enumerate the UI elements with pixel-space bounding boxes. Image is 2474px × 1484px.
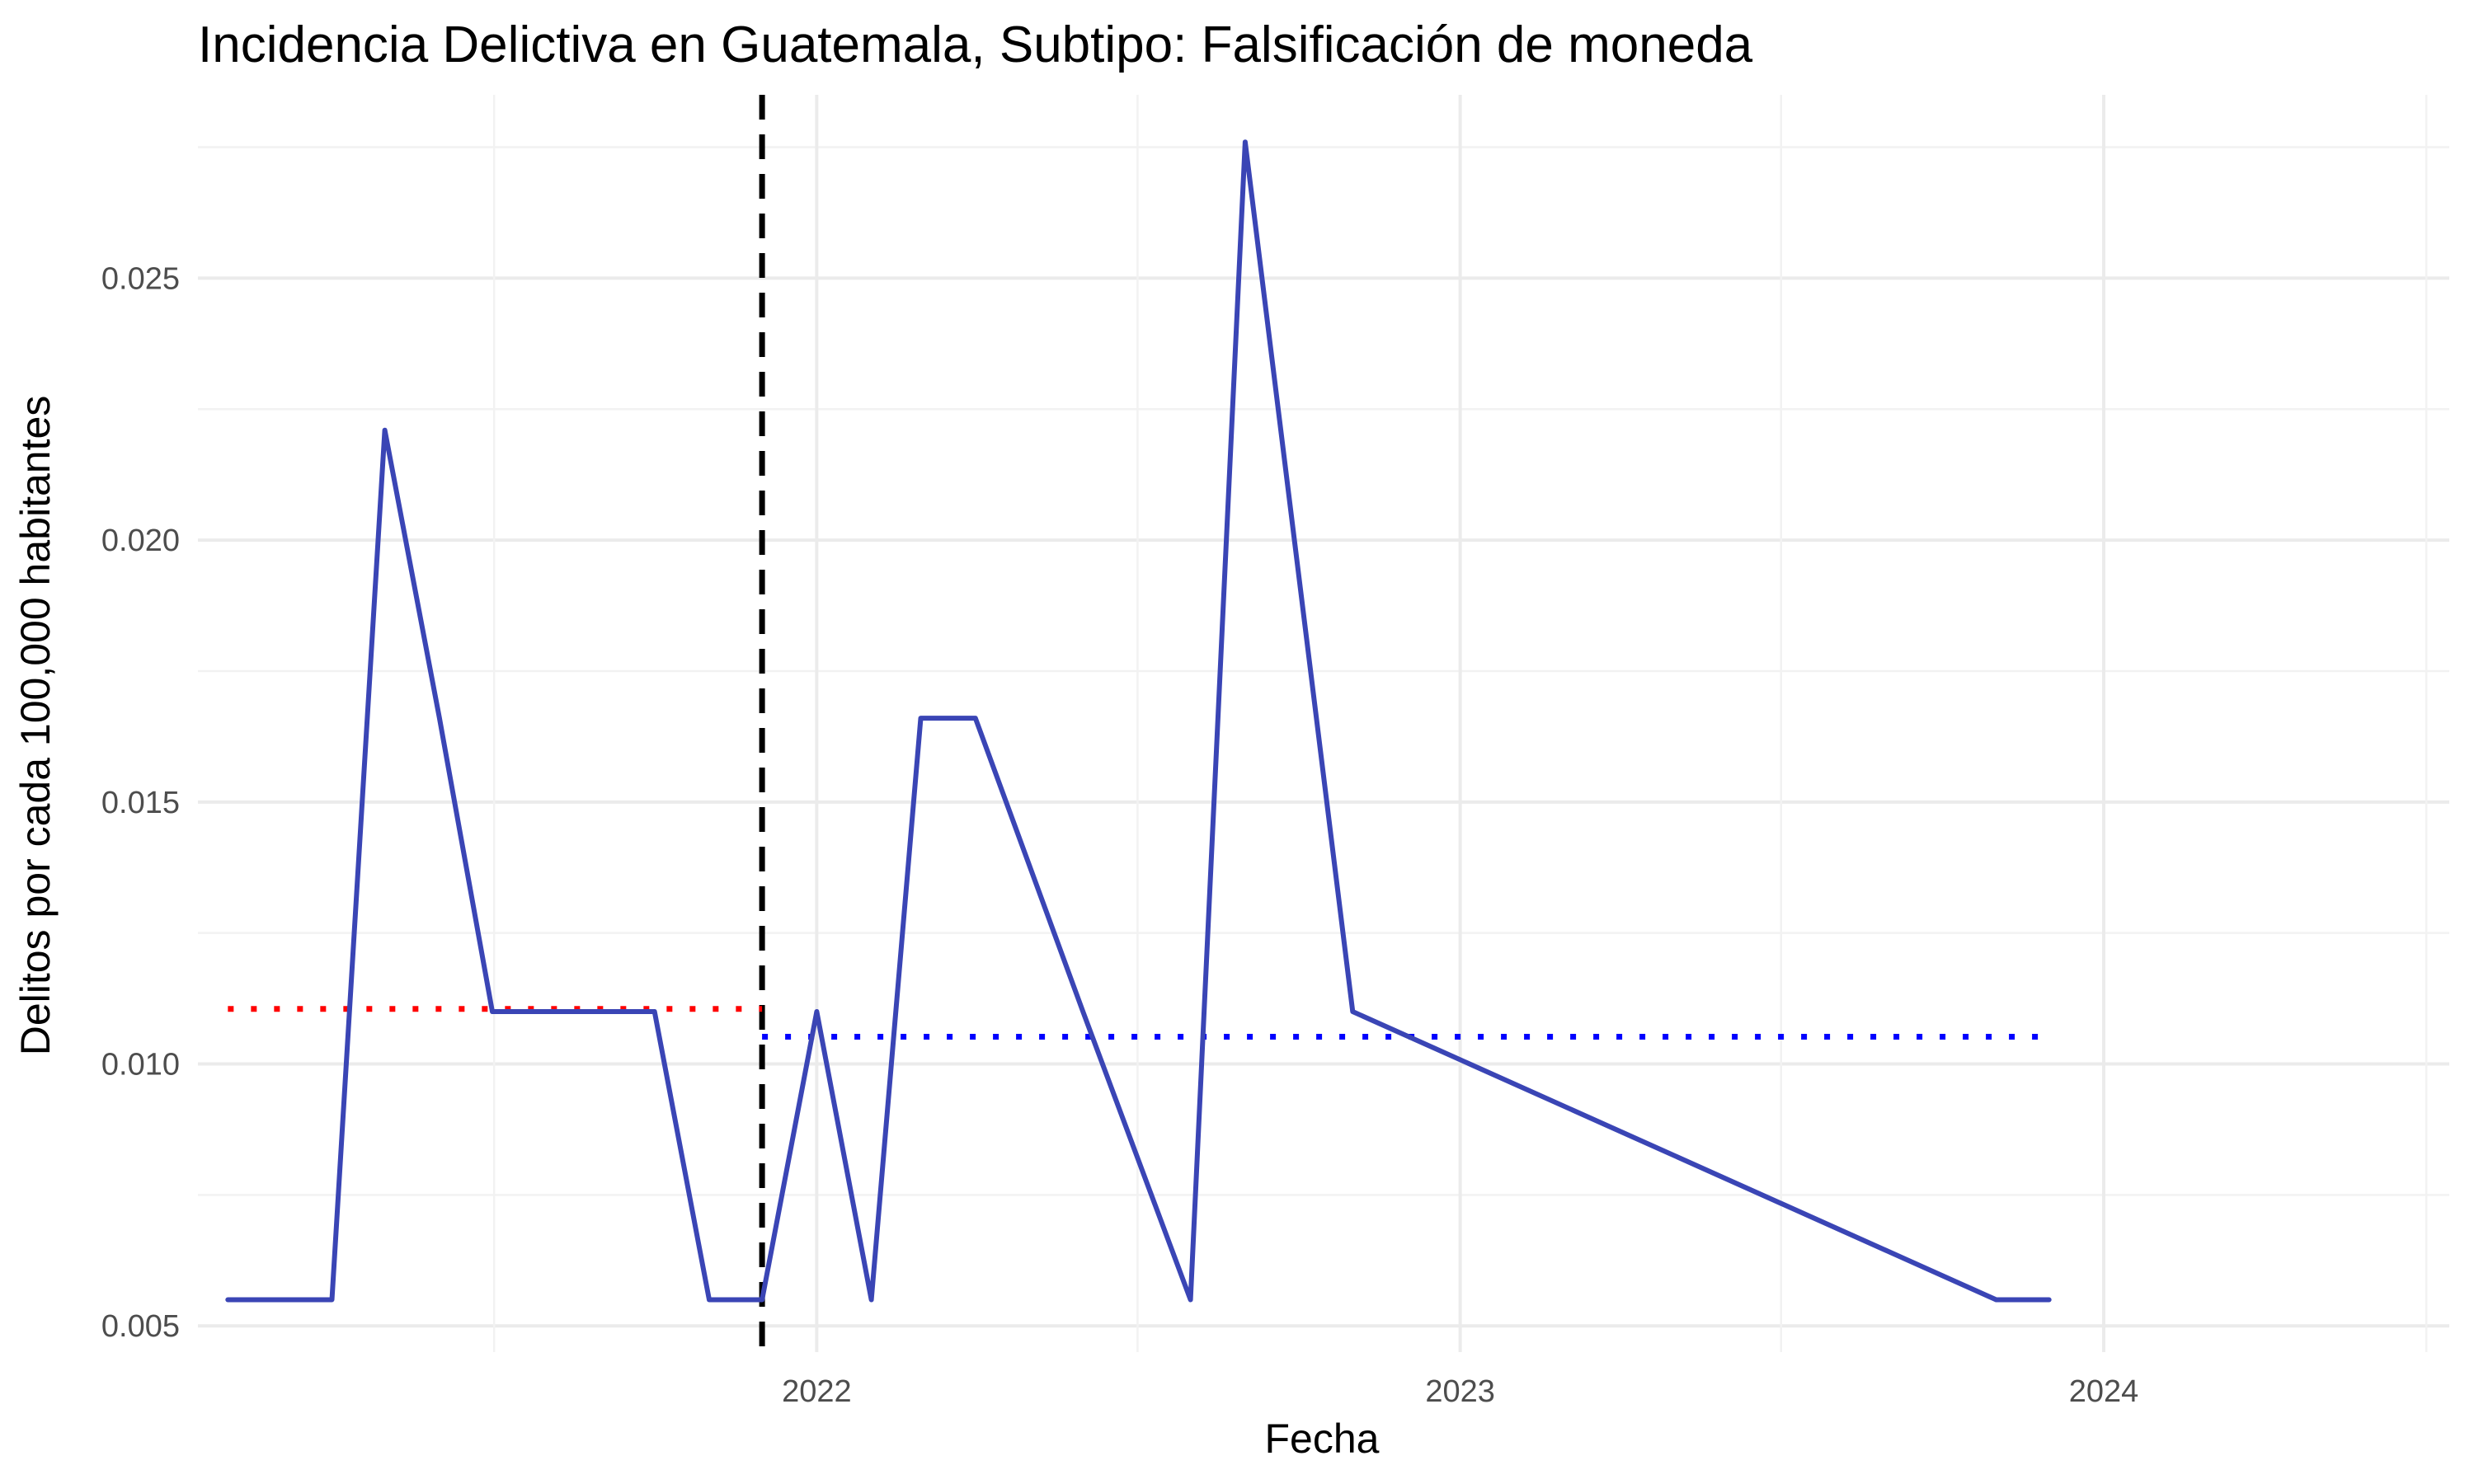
y-tick-label: 0.020 [101,524,180,558]
y-axis-title: Delitos por cada 100,000 habitantes [12,396,59,1056]
grid [198,95,2449,1352]
x-tick-labels: 2022 2023 2024 [782,1374,2138,1409]
y-tick-labels: 0.005 0.010 0.015 0.020 0.025 [101,261,180,1344]
chart-title: Incidencia Delictiva en Guatemala, Subti… [198,16,1753,73]
series-layer [225,139,2052,1303]
x-axis-title: Fecha [1265,1416,1380,1462]
y-tick-label: 0.015 [101,786,180,820]
x-tick-label: 2023 [1425,1374,1495,1409]
x-tick-label: 2022 [782,1374,852,1409]
y-tick-label: 0.005 [101,1309,180,1344]
y-tick-label: 0.010 [101,1048,180,1082]
series-line-1 [225,139,2052,1303]
y-tick-label: 0.025 [101,261,180,296]
x-tick-label: 2024 [2069,1374,2139,1409]
reference-lines [228,95,2049,1352]
